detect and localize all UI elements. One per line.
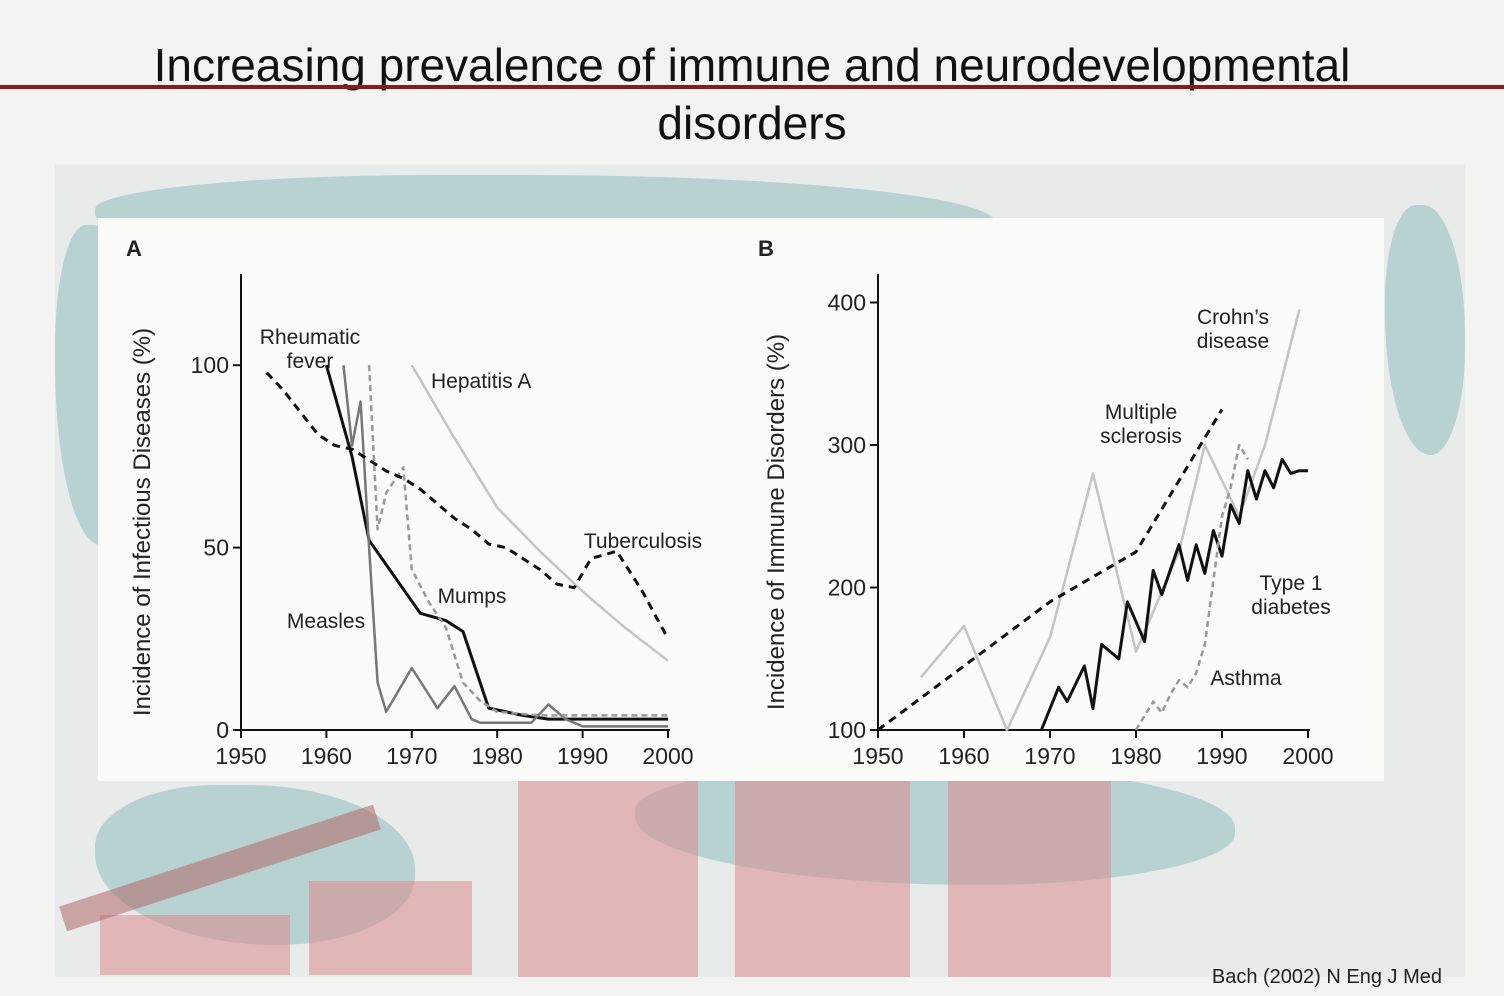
series-line-crohn-s-disease bbox=[920, 309, 1301, 732]
x-tick-label: 1960 bbox=[301, 743, 352, 769]
x-tick-label: 1980 bbox=[472, 743, 523, 769]
citation: Bach (2002) N Eng J Med bbox=[1211, 966, 1442, 988]
series-label-multiple-sclerosis: sclerosis bbox=[1100, 425, 1182, 448]
y-tick-label: 400 bbox=[828, 290, 866, 316]
chart-panel: A 1950 1960 1970 1980 1990 2000 0 50 100 Incidence… bbox=[98, 218, 1384, 781]
x-tick-label: 1970 bbox=[386, 743, 437, 769]
series-line-tuberculosis bbox=[265, 371, 670, 640]
panel-label: B bbox=[758, 236, 774, 261]
series-line-hepatitis-a bbox=[410, 364, 669, 662]
x-tick-label: 1990 bbox=[1196, 743, 1247, 769]
series-label-asthma: Asthma bbox=[1210, 667, 1282, 690]
map-shape bbox=[1385, 205, 1465, 455]
x-tick-label: 1980 bbox=[1110, 743, 1161, 769]
y-tick-label: 0 bbox=[216, 717, 229, 743]
x-tick-label: 1950 bbox=[215, 743, 266, 769]
slide-title: Increasing prevalence of immune and neur… bbox=[153, 39, 1351, 149]
x-tick-label: 1990 bbox=[557, 743, 608, 769]
series-label-measles: Measles bbox=[287, 610, 365, 633]
y-axis-label: Incidence of Immune Disorders (%) bbox=[763, 334, 790, 710]
series-label-crohn-s-disease: disease bbox=[1197, 330, 1269, 353]
y-tick-label: 300 bbox=[828, 432, 866, 458]
x-tick-label: 2000 bbox=[642, 743, 693, 769]
title-divider bbox=[0, 85, 1504, 89]
y-tick-label: 100 bbox=[828, 717, 866, 743]
panel-label: A bbox=[126, 236, 142, 261]
flag-stripe bbox=[518, 780, 698, 977]
series-label-multiple-sclerosis: Multiple bbox=[1105, 401, 1177, 424]
series-label-hepatitis-a: Hepatitis A bbox=[431, 370, 531, 393]
flag-stripe bbox=[948, 780, 1111, 977]
series-line-asthma bbox=[1134, 443, 1249, 731]
series-line-type-1-diabetes bbox=[1040, 457, 1308, 731]
series-label-mumps: Mumps bbox=[438, 585, 507, 608]
flag-stripe bbox=[735, 780, 910, 977]
y-tick-label: 100 bbox=[191, 352, 229, 378]
series-label-crohn-s-disease: Crohn’s bbox=[1197, 306, 1269, 329]
series-label-rheumatic-fever: Rheumatic bbox=[260, 326, 360, 349]
x-tick-label: 2000 bbox=[1282, 743, 1333, 769]
chart-svg: A 1950 1960 1970 1980 1990 2000 0 50 100 Incidence… bbox=[126, 236, 1334, 769]
series-line-multiple-sclerosis bbox=[877, 408, 1224, 732]
series-label-type-1-diabetes: Type 1 bbox=[1259, 572, 1322, 595]
x-tick-label: 1950 bbox=[852, 743, 903, 769]
x-tick-label: 1960 bbox=[938, 743, 989, 769]
series-line-measles bbox=[342, 365, 668, 728]
y-axis-label: Incidence of Infectious Diseases (%) bbox=[129, 328, 156, 716]
series-label-type-1-diabetes: diabetes bbox=[1251, 596, 1330, 619]
x-tick-label: 1970 bbox=[1024, 743, 1075, 769]
series-label-rheumatic-fever: fever bbox=[287, 350, 334, 373]
y-tick-label: 50 bbox=[203, 535, 229, 561]
y-tick-label: 200 bbox=[828, 575, 866, 601]
series-label-tuberculosis: Tuberculosis bbox=[584, 530, 702, 553]
map-shape bbox=[635, 765, 1235, 885]
flag-stripe bbox=[100, 915, 290, 975]
series-line-mumps bbox=[367, 365, 668, 717]
flag-stripe bbox=[309, 881, 472, 975]
